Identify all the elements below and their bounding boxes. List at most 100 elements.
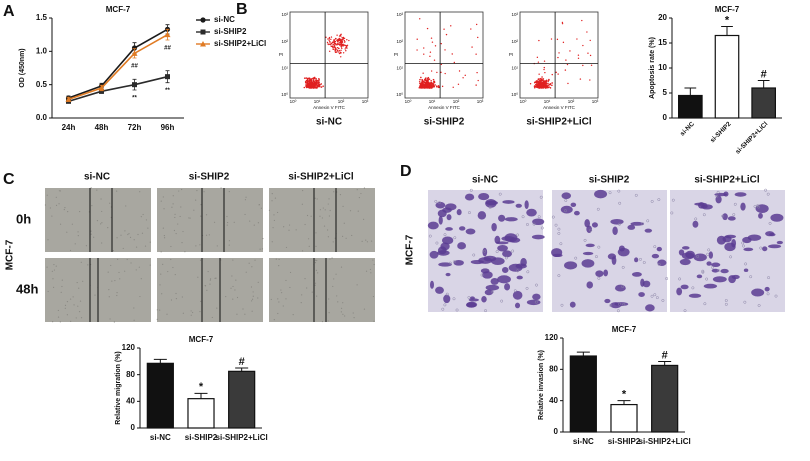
panel-label: D [400,163,412,180]
significance-marker: ** [165,88,170,94]
flow-dot [543,66,546,69]
cell-speck [139,295,141,298]
bar [714,34,740,119]
cell-speck [231,275,233,277]
cell-speck [216,307,218,309]
cell-speck [181,296,183,298]
flow-dot [590,64,593,66]
cell-speck [324,209,326,211]
flow-dot [306,81,309,83]
flow-dot [425,82,428,84]
cell-speck [360,192,362,195]
pore [500,299,504,303]
flow-dot [322,85,324,88]
cell-speck [328,198,330,200]
flow-dot [475,84,477,86]
flow-dot [433,59,436,61]
significance-marker: # [239,356,245,368]
flow-dot [315,79,318,82]
flow-dot [450,25,452,27]
flow-dot [342,45,344,47]
invaded-cell [442,236,454,245]
cell-speck [314,262,317,264]
cell-speck [278,258,280,261]
cell-speck [124,230,126,232]
invaded-cell [679,258,691,266]
cell-speck [49,207,52,209]
invaded-cell [594,189,608,199]
pore [696,254,700,258]
flow-dot [431,41,434,43]
pore [717,269,721,272]
wound-image [157,258,263,322]
cell-speck [306,287,308,289]
flow-dot [317,85,320,88]
flow-tick-label: 10⁰ [520,99,527,104]
cell-line-label: MCF-7 [5,239,16,270]
invaded-cell [516,275,523,280]
cell-speck [79,300,82,302]
flow-dot [303,86,306,89]
invaded-cell [776,240,783,245]
invaded-cell [727,216,736,221]
flow-dot [343,37,346,40]
flow-dot [419,84,421,87]
pore [764,188,768,192]
pore [537,215,541,219]
cell-speck [365,270,368,272]
cell-speck [319,215,321,217]
cell-speck [163,235,165,237]
chart-title: MCF-7 [189,335,214,344]
legend-label: si-NC [214,15,235,24]
pore [511,249,515,253]
flow-dot [306,84,309,87]
sample-label: si-SHIP2+LiCl [288,172,354,183]
error-bar [721,26,733,36]
invaded-cell [645,304,655,312]
y-tick-label: 15 [658,38,667,47]
cell-speck [44,204,47,206]
cell-speck [156,318,158,321]
flow-dot [543,85,546,88]
flow-dot [422,83,424,85]
cell-speck [209,278,212,280]
cell-speck [295,229,297,231]
flow-dot [434,84,436,86]
flow-dot [534,81,536,83]
invaded-cell [585,243,595,248]
cell-speck [82,280,84,282]
cell-speck [159,309,161,311]
cell-speck [55,196,57,198]
cell-speck [340,266,343,268]
cell-speck [140,216,142,218]
pore [513,289,517,293]
cell-speck [211,316,213,319]
flow-dot [589,79,591,81]
pore [438,201,441,205]
cell-speck [285,298,287,300]
cell-speck [226,221,229,224]
cell-speck [285,246,288,249]
flow-tick-label: 10³ [477,99,484,104]
cell-speck [66,231,68,233]
pore [670,211,674,215]
cell-speck [69,298,72,300]
cell-speck [328,298,330,300]
flow-dot [423,53,425,55]
flow-x-label: Annexin V FITC [428,105,461,110]
invaded-cell [731,238,737,248]
flow-dot [537,86,540,89]
cell-speck [315,269,317,271]
cell-speck [189,217,191,219]
cell-speck [118,271,120,274]
cell-speck [300,302,302,304]
cell-speck [177,223,179,225]
flow-dot [586,31,588,33]
cell-speck [213,221,216,223]
error-bar [194,392,208,399]
cell-speck [55,265,57,267]
cell-speck [182,230,184,233]
cell-speck [140,278,142,280]
pore [767,276,771,280]
cell-speck [101,210,103,213]
